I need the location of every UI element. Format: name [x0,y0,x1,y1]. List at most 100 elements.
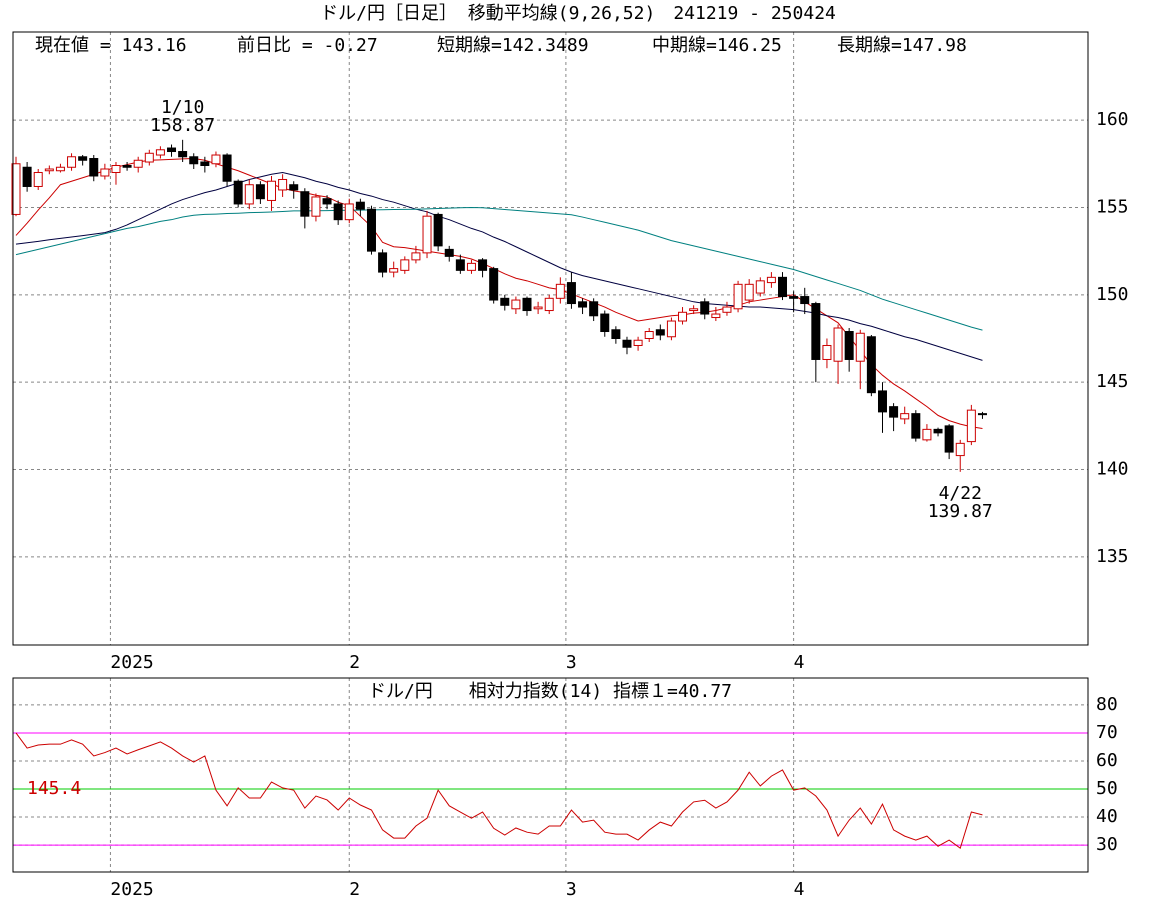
y-tick-label: 160 [1096,109,1129,130]
candle-body [555,283,565,299]
x-tick-label: 3 [566,879,577,900]
y-tick-label: 140 [1096,459,1129,480]
candle-body [167,147,177,153]
candle-body [122,165,132,168]
y-tick-label: 150 [1096,284,1129,305]
candle-body [111,165,121,173]
candle-body [611,329,621,339]
candle-body [866,336,876,394]
candle-body [722,306,732,313]
y-tick-label: 145 [1096,371,1129,392]
candle-body [389,268,399,273]
candle-body [855,332,865,362]
candle-body [744,283,754,301]
annotation-value: 139.87 [928,501,993,522]
y-tick-label: 80 [1096,694,1118,715]
candle-body [833,327,843,362]
candle-body [711,313,721,319]
candle-body [189,156,199,165]
candle-body [955,442,965,457]
candle-body [233,180,243,205]
x-tick-label: 2025 [110,879,153,900]
y-tick-label: 50 [1096,778,1118,799]
candle-body [322,198,332,205]
y-tick-label: 30 [1096,834,1118,855]
candle-body [178,151,188,158]
candle-body [566,282,576,305]
candle-body [500,297,510,306]
candle-body [900,413,910,420]
x-tick-label: 2 [349,879,360,900]
candle-body [411,252,421,261]
candle-body [644,331,654,339]
candle-body [444,248,454,257]
candle-body [55,166,65,172]
candle-body [544,297,554,312]
x-tick-label: 4 [794,879,805,900]
header-text: 前日比 = -0.27 [237,35,378,56]
candle-body [278,178,288,191]
candle-body [366,208,376,252]
candle-body [533,306,543,310]
x-tick-label: 2025 [110,652,153,673]
candle-body [689,308,699,312]
candle-body [966,409,976,443]
candle-body [466,262,476,271]
candle-body [733,283,743,310]
candle-body [211,154,221,165]
candle-body [78,156,88,161]
candle-body [589,301,599,317]
rsi-title: ドル/円 相対力指数(14) 指標１=40.77 [368,681,732,702]
candle-body [933,428,943,434]
candle-body [455,259,465,271]
candle-body [511,299,521,310]
candle-body [100,168,110,177]
candle-body [578,301,588,308]
candle-body [944,425,954,453]
candle-body [822,344,832,360]
candle-body [633,339,643,346]
candle-body [977,413,987,416]
moving-average-line [15,206,983,331]
candle-body [622,339,632,348]
candle-body [244,184,254,205]
y-tick-label: 40 [1096,806,1118,827]
candle-body [255,184,265,200]
candle-body [778,276,788,298]
reference-label: 145.4 [27,778,81,799]
candle-body [267,180,277,201]
candle-body [422,215,432,254]
x-tick-label: 4 [794,652,805,673]
x-tick-label: 3 [566,652,577,673]
plot-frame [12,31,1089,646]
candle-body [200,161,210,167]
candle-body [489,268,499,301]
y-tick-label: 135 [1096,546,1129,567]
candle-body [922,428,932,441]
candle-body [33,171,43,187]
rsi-line [15,732,983,849]
candle-body [811,303,821,360]
candle-body [655,329,665,336]
candle-body [89,158,99,177]
candle-body [144,152,154,163]
candle-body [666,320,676,338]
candle-body [766,276,776,284]
candle-body [311,196,321,217]
candle-body [378,252,388,273]
candle-body [889,406,899,418]
header-text: 長期線=147.98 [837,35,967,56]
candle-body [344,203,354,221]
moving-average-line [15,171,983,361]
header-text: 現在値 = 143.16 [35,35,187,56]
moving-average-line [15,158,983,429]
header-text: 短期線=142.3489 [437,35,589,56]
candle-body [478,259,488,271]
candle-body [222,154,232,182]
y-tick-label: 60 [1096,750,1118,771]
candle-body [22,166,32,187]
candle-body [755,280,765,294]
candle-body [800,296,810,305]
